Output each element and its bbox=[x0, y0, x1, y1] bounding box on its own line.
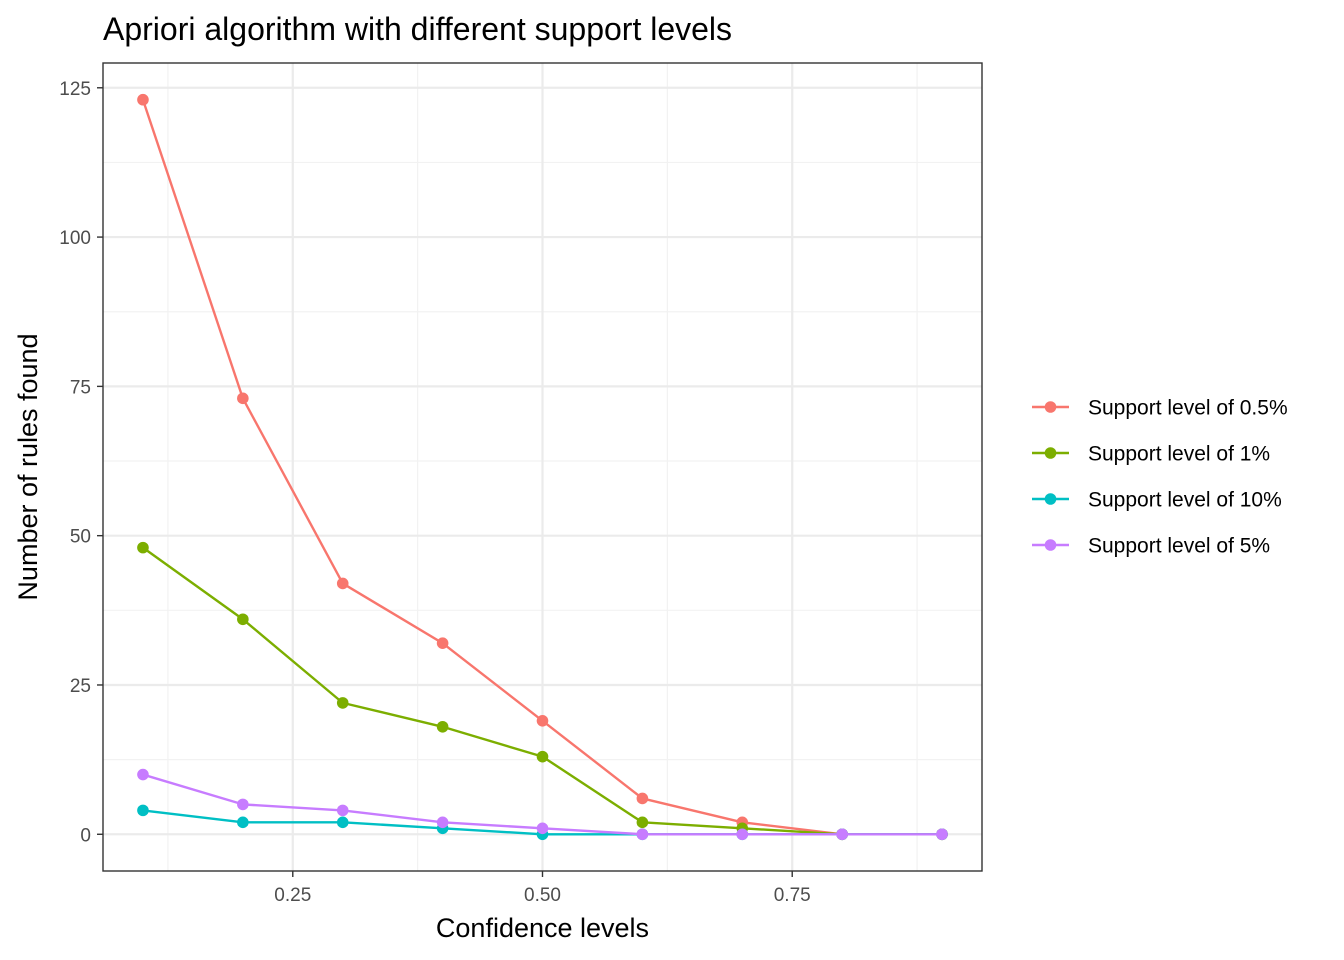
legend-key-point-1 bbox=[1044, 447, 1057, 459]
legend-key-point-3 bbox=[1044, 539, 1057, 551]
series-1-point-4 bbox=[536, 750, 549, 763]
x-tick-label-0: 0.25 bbox=[274, 885, 311, 906]
legend-label-3: Support level of 5% bbox=[1088, 535, 1270, 558]
series-0-point-2 bbox=[336, 577, 349, 590]
series-0-point-0 bbox=[137, 93, 149, 106]
series-2-point-0 bbox=[137, 804, 149, 817]
series-1-point-5 bbox=[636, 816, 649, 829]
legend-label-2: Support level of 10% bbox=[1088, 489, 1282, 512]
legend-key-point-0 bbox=[1044, 401, 1057, 413]
series-3-point-0 bbox=[137, 768, 149, 781]
x-tick-label-2: 0.75 bbox=[774, 885, 811, 906]
series-1-point-1 bbox=[237, 613, 249, 626]
legend-label-1: Support level of 1% bbox=[1088, 443, 1270, 466]
chart-title: Apriori algorithm with different support… bbox=[103, 11, 732, 47]
series-3-point-8 bbox=[936, 828, 948, 841]
y-tick-label-5: 125 bbox=[59, 79, 91, 100]
series-2-point-2 bbox=[336, 816, 349, 829]
y-axis: 0 25 50 75 100 125 bbox=[59, 79, 103, 846]
y-axis-title: Number of rules found bbox=[13, 333, 43, 600]
x-tick-label-1: 0.50 bbox=[524, 885, 561, 906]
series-3-point-7 bbox=[836, 828, 848, 841]
x-axis-title: Confidence levels bbox=[436, 913, 649, 943]
series-3-point-5 bbox=[636, 828, 649, 841]
series-2-point-1 bbox=[237, 816, 249, 829]
y-tick-label-2: 50 bbox=[70, 527, 91, 548]
legend: Support level of 0.5% Support level of 1%… bbox=[1032, 397, 1288, 558]
legend-label-0: Support level of 0.5% bbox=[1088, 397, 1288, 420]
series-3-point-2 bbox=[336, 804, 349, 817]
x-axis: 0.25 0.50 0.75 bbox=[274, 871, 811, 906]
series-0-point-4 bbox=[536, 715, 549, 727]
series-3-point-3 bbox=[436, 816, 449, 829]
major-gridlines bbox=[103, 63, 982, 871]
series-1-point-0 bbox=[137, 541, 149, 554]
series-0-point-5 bbox=[636, 792, 649, 805]
y-tick-label-3: 75 bbox=[70, 377, 91, 398]
y-tick-label-1: 25 bbox=[70, 676, 91, 697]
series-layer bbox=[137, 93, 948, 841]
series-1-point-2 bbox=[336, 697, 349, 709]
series-0-point-1 bbox=[237, 392, 249, 405]
series-1-point-3 bbox=[436, 720, 449, 733]
series-3-point-1 bbox=[237, 798, 249, 811]
series-3-point-4 bbox=[536, 822, 549, 835]
y-tick-label-4: 100 bbox=[59, 228, 91, 249]
y-tick-label-0: 0 bbox=[80, 825, 91, 846]
legend-key-point-2 bbox=[1044, 493, 1057, 505]
series-0-point-3 bbox=[436, 637, 449, 649]
series-3-point-6 bbox=[736, 828, 749, 841]
